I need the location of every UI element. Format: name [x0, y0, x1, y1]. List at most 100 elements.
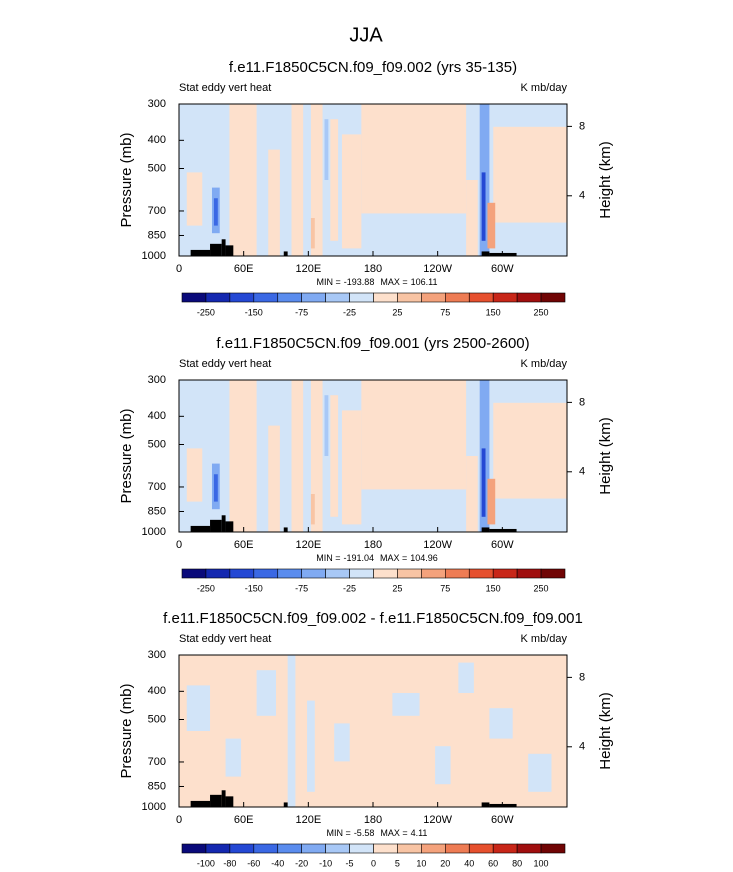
contour-region [528, 753, 552, 792]
colorbar-box [421, 843, 446, 854]
left-label: Stat eddy vert heat [179, 358, 271, 370]
colorbar-label: 80 [512, 858, 522, 868]
y2-axis-label: Height (km) [597, 692, 614, 770]
contour-region [190, 525, 211, 532]
contour-region [310, 104, 323, 256]
y2-tick-label: 8 [579, 671, 585, 683]
x-tick-label: 180 [364, 814, 382, 826]
contour-region [481, 527, 490, 532]
colorbar-box [421, 292, 446, 303]
colorbar-box [181, 292, 207, 303]
contour-region [213, 474, 218, 502]
y-tick-label: 500 [148, 713, 166, 725]
colorbar-box [516, 568, 542, 579]
colorbar-label: -40 [271, 858, 284, 868]
colorbar-label: -5 [346, 858, 354, 868]
x-tick-label: 120E [295, 539, 321, 551]
x-tick-label: 120E [295, 814, 321, 826]
stat-label: MIN = [316, 553, 340, 563]
contour-region [283, 527, 288, 532]
contour-region [221, 790, 226, 807]
x-tick-label: 120W [423, 814, 452, 826]
colorbar-box [540, 292, 566, 303]
colorbar-box [205, 843, 231, 854]
colorbar-box [325, 568, 350, 579]
colorbar-label: -75 [295, 583, 308, 593]
contour-region [324, 119, 329, 180]
contour-region [458, 662, 474, 693]
x-tick-label: 60E [234, 539, 254, 551]
panel-title: f.e11.F1850C5CN.f09_f09.002 (yrs 35-135) [229, 59, 517, 76]
colorbar-label: 10 [416, 858, 426, 868]
colorbar-box [277, 843, 302, 854]
contour-region [361, 380, 467, 490]
contour-region [489, 252, 517, 256]
contour-region [341, 410, 362, 525]
colorbar-box [301, 843, 326, 854]
colorbar-box [540, 843, 566, 854]
colorbar-box [373, 568, 398, 579]
y-tick-label: 300 [148, 649, 166, 661]
y-tick-label: 500 [148, 438, 166, 450]
colorbar-box [253, 292, 279, 303]
colorbar-box [181, 568, 207, 579]
colorbar-box [445, 568, 470, 579]
contour-region [493, 126, 567, 223]
colorbar-box [301, 568, 326, 579]
contour-region [229, 380, 257, 532]
contour-region [287, 655, 296, 807]
colorbar-box [373, 292, 398, 303]
contour-region [330, 119, 339, 241]
colorbar-label: 100 [534, 858, 549, 868]
x-tick-label: 180 [364, 263, 382, 275]
contour-region [268, 149, 280, 256]
contour-region [310, 380, 323, 532]
x-tick-label: 60E [234, 263, 254, 275]
colorbar-box [468, 292, 494, 303]
contour-region [283, 802, 288, 807]
colorbar-label: 250 [534, 583, 549, 593]
contour-field [179, 655, 567, 807]
contour-region [225, 521, 234, 532]
colorbar-label: 25 [392, 307, 402, 317]
colorbar-label: -100 [197, 858, 215, 868]
stat-value: -191.04 [343, 553, 374, 563]
colorbar-label: -250 [197, 583, 215, 593]
y-axis-label: Pressure (mb) [118, 683, 135, 778]
colorbar-box [397, 292, 422, 303]
y-tick-label: 300 [148, 374, 166, 386]
colorbar-box [516, 292, 542, 303]
y-tick-label: 700 [148, 205, 166, 217]
y2-tick-label: 8 [579, 396, 585, 408]
colorbar-label: -80 [223, 858, 236, 868]
x-tick-label: 0 [176, 539, 182, 551]
contour-region [221, 515, 226, 532]
right-label: K mb/day [521, 358, 568, 370]
x-tick-label: 60W [491, 539, 514, 551]
colorbar-box [205, 292, 231, 303]
y2-tick-label: 4 [579, 741, 585, 753]
colorbar-label: 40 [464, 858, 474, 868]
colorbar-label: -150 [245, 583, 263, 593]
x-tick-label: 120W [423, 263, 452, 275]
colorbar-box [516, 843, 542, 854]
stat-label: MAX = [380, 277, 407, 287]
colorbar-box [253, 568, 279, 579]
contour-region [291, 380, 304, 532]
colorbar-box [277, 568, 302, 579]
colorbar-box [205, 568, 231, 579]
colorbar-box [229, 568, 255, 579]
contour-region [324, 395, 329, 456]
y-axis-label: Pressure (mb) [118, 132, 135, 227]
y-tick-label: 400 [148, 685, 166, 697]
colorbar-label: 25 [392, 583, 402, 593]
contour-region [210, 519, 222, 532]
right-label: K mb/day [521, 82, 568, 94]
y-tick-label: 500 [148, 162, 166, 174]
contour-region [489, 708, 513, 739]
colorbar-box [349, 843, 374, 854]
y2-tick-label: 8 [579, 120, 585, 132]
contour-region [334, 723, 350, 762]
panel-title: f.e11.F1850C5CN.f09_f09.002 - f.e11.F185… [163, 610, 583, 627]
contour-region [210, 794, 222, 807]
